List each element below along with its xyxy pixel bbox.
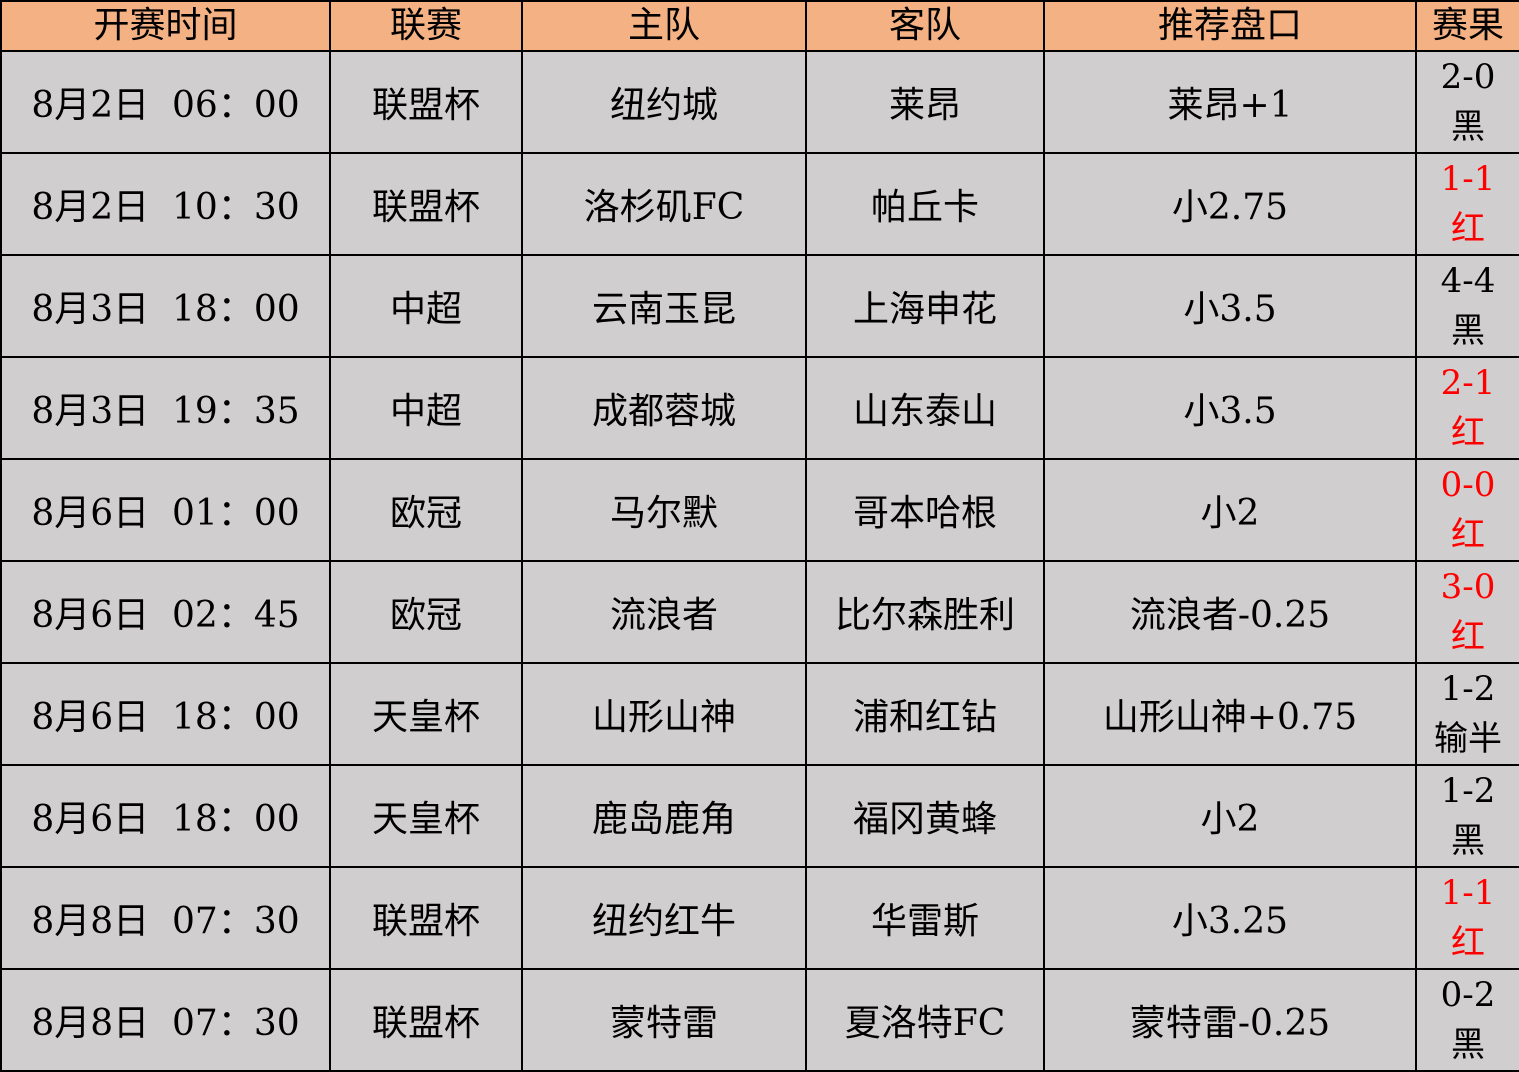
header-time: 开赛时间	[0, 0, 331, 52]
cell-time: 8月6日 01：00	[0, 458, 331, 562]
result-outcome: 红	[1451, 617, 1485, 657]
result-score: 1-2	[1440, 771, 1496, 811]
cell-time: 8月2日 10：30	[0, 152, 331, 256]
result-score: 1-1	[1440, 873, 1496, 913]
table-row: 8月8日 07：30 联盟杯 蒙特雷 夏洛特FC 蒙特雷-0.25 0-2 黑	[0, 968, 1519, 1072]
cell-pick: 小2	[1043, 458, 1417, 562]
cell-home: 山形山神	[521, 662, 807, 766]
cell-time: 8月6日 18：00	[0, 662, 331, 766]
cell-league: 联盟杯	[329, 866, 523, 970]
cell-time: 8月6日 02：45	[0, 560, 331, 664]
result-score: 0-2	[1440, 975, 1496, 1015]
cell-time: 8月3日 19：35	[0, 356, 331, 460]
result-score: 2-1	[1440, 363, 1496, 403]
header-pick: 推荐盘口	[1043, 0, 1417, 52]
cell-league: 联盟杯	[329, 50, 523, 154]
cell-away: 哥本哈根	[805, 458, 1045, 562]
result-score: 3-0	[1440, 567, 1496, 607]
cell-league: 天皇杯	[329, 662, 523, 766]
result-outcome: 红	[1451, 923, 1485, 963]
cell-away: 浦和红钻	[805, 662, 1045, 766]
cell-home: 马尔默	[521, 458, 807, 562]
cell-time: 8月8日 07：30	[0, 866, 331, 970]
cell-league: 欧冠	[329, 458, 523, 562]
cell-league: 欧冠	[329, 560, 523, 664]
cell-away: 山东泰山	[805, 356, 1045, 460]
cell-pick: 流浪者-0.25	[1043, 560, 1417, 664]
result-outcome: 红	[1451, 413, 1485, 453]
cell-result: 3-0 红	[1415, 560, 1519, 664]
result-outcome: 黑	[1451, 311, 1485, 351]
table-row: 8月6日 02：45 欧冠 流浪者 比尔森胜利 流浪者-0.25 3-0 红	[0, 560, 1519, 664]
cell-league: 中超	[329, 254, 523, 358]
cell-result: 1-1 红	[1415, 152, 1519, 256]
result-score: 1-2	[1440, 669, 1496, 709]
cell-result: 2-1 红	[1415, 356, 1519, 460]
cell-pick: 小3.25	[1043, 866, 1417, 970]
cell-result: 1-2 黑	[1415, 764, 1519, 868]
cell-away: 比尔森胜利	[805, 560, 1045, 664]
cell-away: 夏洛特FC	[805, 968, 1045, 1072]
cell-home: 纽约红牛	[521, 866, 807, 970]
result-outcome: 红	[1451, 515, 1485, 555]
cell-time: 8月6日 18：00	[0, 764, 331, 868]
table-row: 8月2日 10：30 联盟杯 洛杉矶FC 帕丘卡 小2.75 1-1 红	[0, 152, 1519, 256]
cell-away: 华雷斯	[805, 866, 1045, 970]
cell-league: 联盟杯	[329, 152, 523, 256]
table-row: 8月3日 18：00 中超 云南玉昆 上海申花 小3.5 4-4 黑	[0, 254, 1519, 358]
cell-pick: 小2	[1043, 764, 1417, 868]
table-row: 8月2日 06：00 联盟杯 纽约城 莱昂 莱昂+1 2-0 黑	[0, 50, 1519, 154]
cell-away: 上海申花	[805, 254, 1045, 358]
result-score: 4-4	[1440, 261, 1496, 301]
cell-away: 福冈黄蜂	[805, 764, 1045, 868]
cell-pick: 小2.75	[1043, 152, 1417, 256]
result-score: 1-1	[1440, 159, 1496, 199]
cell-pick: 蒙特雷-0.25	[1043, 968, 1417, 1072]
cell-home: 纽约城	[521, 50, 807, 154]
header-row: 开赛时间 联赛 主队 客队 推荐盘口 赛果	[0, 0, 1519, 52]
cell-time: 8月3日 18：00	[0, 254, 331, 358]
cell-away: 莱昂	[805, 50, 1045, 154]
cell-league: 联盟杯	[329, 968, 523, 1072]
cell-league: 天皇杯	[329, 764, 523, 868]
cell-pick: 小3.5	[1043, 356, 1417, 460]
cell-result: 1-2 输半	[1415, 662, 1519, 766]
table-row: 8月8日 07：30 联盟杯 纽约红牛 华雷斯 小3.25 1-1 红	[0, 866, 1519, 970]
cell-home: 云南玉昆	[521, 254, 807, 358]
result-outcome: 红	[1451, 209, 1485, 249]
cell-away: 帕丘卡	[805, 152, 1045, 256]
result-outcome: 输半	[1434, 719, 1502, 759]
cell-result: 2-0 黑	[1415, 50, 1519, 154]
cell-pick: 小3.5	[1043, 254, 1417, 358]
cell-pick: 莱昂+1	[1043, 50, 1417, 154]
cell-result: 1-1 红	[1415, 866, 1519, 970]
table-row: 8月3日 19：35 中超 成都蓉城 山东泰山 小3.5 2-1 红	[0, 356, 1519, 460]
header-league: 联赛	[329, 0, 523, 52]
result-outcome: 黑	[1451, 1025, 1485, 1065]
result-score: 2-0	[1440, 57, 1496, 97]
result-score: 0-0	[1440, 465, 1496, 505]
cell-home: 流浪者	[521, 560, 807, 664]
table-row: 8月6日 18：00 天皇杯 鹿岛鹿角 福冈黄蜂 小2 1-2 黑	[0, 764, 1519, 868]
cell-time: 8月2日 06：00	[0, 50, 331, 154]
header-away: 客队	[805, 0, 1045, 52]
result-outcome: 黑	[1451, 107, 1485, 147]
cell-home: 蒙特雷	[521, 968, 807, 1072]
header-result: 赛果	[1415, 0, 1519, 52]
cell-home: 洛杉矶FC	[521, 152, 807, 256]
cell-time: 8月8日 07：30	[0, 968, 331, 1072]
cell-pick: 山形山神+0.75	[1043, 662, 1417, 766]
cell-result: 0-0 红	[1415, 458, 1519, 562]
cell-result: 0-2 黑	[1415, 968, 1519, 1072]
cell-home: 鹿岛鹿角	[521, 764, 807, 868]
result-outcome: 黑	[1451, 821, 1485, 861]
table-row: 8月6日 01：00 欧冠 马尔默 哥本哈根 小2 0-0 红	[0, 458, 1519, 562]
cell-league: 中超	[329, 356, 523, 460]
cell-home: 成都蓉城	[521, 356, 807, 460]
cell-result: 4-4 黑	[1415, 254, 1519, 358]
table-row: 8月6日 18：00 天皇杯 山形山神 浦和红钻 山形山神+0.75 1-2 输半	[0, 662, 1519, 766]
header-home: 主队	[521, 0, 807, 52]
